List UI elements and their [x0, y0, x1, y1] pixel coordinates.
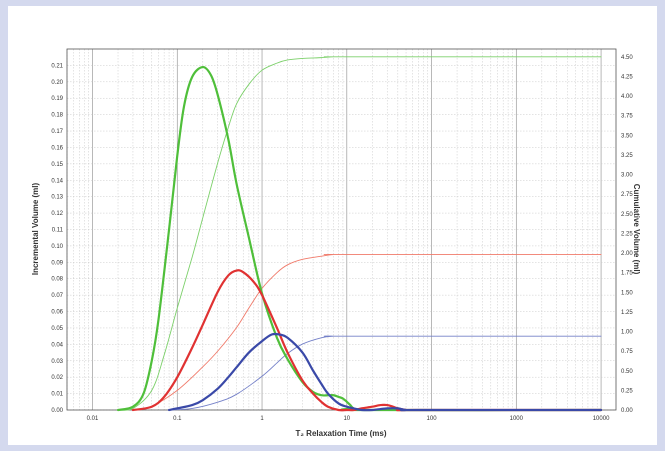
- y-tick-label: 0.18: [51, 113, 63, 119]
- y2-tick-label: 0.25: [621, 388, 633, 394]
- y-tick-label: 0.06: [51, 310, 63, 316]
- y-tick-label: 0.14: [51, 178, 63, 184]
- x-tick-label: 0.1: [173, 416, 182, 422]
- y-tick-label: 0.17: [51, 129, 63, 135]
- x-tick-label: 100: [427, 416, 438, 422]
- grid: [66, 49, 616, 411]
- y-tick-label: 0.21: [51, 63, 63, 69]
- y2-tick-label: 0.75: [621, 349, 633, 355]
- incremental-curve-1: [131, 269, 603, 412]
- y2-tick-label: 2.75: [621, 192, 633, 198]
- y2-tick-label: 4.50: [621, 55, 633, 61]
- y2-tick-label: 4.00: [621, 94, 633, 100]
- y2-tick-label: 1.00: [621, 330, 633, 336]
- y2-tick-label: 1.50: [621, 290, 633, 296]
- bottom-axis-ticks: 0.01 0.1 1 10 100 1000 10000: [87, 416, 610, 422]
- cumulative-curve-4: [132, 254, 602, 411]
- incremental-curve-0: [116, 65, 603, 412]
- x-tick-label: 10000: [593, 416, 610, 422]
- series-layer: [116, 56, 603, 412]
- y2-tick-label: 2.50: [621, 212, 633, 218]
- x-tick-label: 10: [343, 416, 350, 422]
- y2-tick-label: 2.25: [621, 231, 633, 237]
- y-tick-label: 0.10: [51, 244, 63, 250]
- y2-tick-label: 0.00: [621, 408, 633, 414]
- right-axis-ticks: 0.00 0.25 0.50 0.75 1.00 1.25 1.50 1.75 2.00 2.25…: [621, 55, 633, 414]
- y2-tick-label: 0.50: [621, 369, 633, 375]
- y-tick-label: 0.20: [51, 80, 63, 86]
- cumulative-curve-3: [117, 56, 602, 411]
- y-tick-label: 0.03: [51, 359, 63, 365]
- nmr-t2-chart: 0.00 0.01 0.02 0.03 0.04 0.05 0.06 0.07 0.08 0.09…: [31, 48, 641, 438]
- y-tick-label: 0.02: [51, 375, 63, 381]
- y2-tick-label: 1.75: [621, 271, 633, 277]
- y2-axis-title: Cumulative Volume (ml): [632, 184, 641, 275]
- y2-tick-label: 1.25: [621, 310, 633, 316]
- y2-tick-label: 2.00: [621, 251, 633, 257]
- y-tick-label: 0.13: [51, 195, 63, 201]
- x-tick-label: 1000: [510, 416, 524, 422]
- chart-panel: 0.00 0.01 0.02 0.03 0.04 0.05 0.06 0.07 0.08 0.09…: [8, 6, 657, 445]
- y-tick-label: 0.19: [51, 96, 63, 102]
- left-axis-ticks: 0.00 0.01 0.02 0.03 0.04 0.05 0.06 0.07 0.08 0.09…: [51, 63, 63, 414]
- y-tick-label: 0.04: [51, 342, 63, 348]
- y-tick-label: 0.05: [51, 326, 63, 332]
- cumulative-curve-5: [168, 335, 602, 411]
- incremental-curve-2: [167, 332, 603, 412]
- y-tick-label: 0.09: [51, 260, 63, 266]
- x-axis-title: T₂ Relaxation Time (ms): [296, 429, 387, 438]
- y-tick-label: 0.07: [51, 293, 63, 299]
- y2-tick-label: 3.00: [621, 173, 633, 179]
- y-tick-label: 0.01: [51, 392, 63, 398]
- y2-tick-label: 4.25: [621, 74, 633, 80]
- x-tick-label: 1: [260, 416, 264, 422]
- y-tick-label: 0.12: [51, 211, 63, 217]
- y-tick-label: 0.15: [51, 162, 63, 168]
- y-tick-label: 0.00: [51, 408, 63, 414]
- y-axis-title: Incremental Volume (ml): [31, 183, 40, 276]
- y-tick-label: 0.11: [52, 228, 64, 234]
- y2-tick-label: 3.75: [621, 114, 633, 120]
- y2-tick-label: 3.50: [621, 133, 633, 139]
- x-tick-label: 0.01: [87, 416, 99, 422]
- y-tick-label: 0.08: [51, 277, 63, 283]
- y-tick-label: 0.16: [51, 145, 63, 151]
- y2-tick-label: 3.25: [621, 153, 633, 159]
